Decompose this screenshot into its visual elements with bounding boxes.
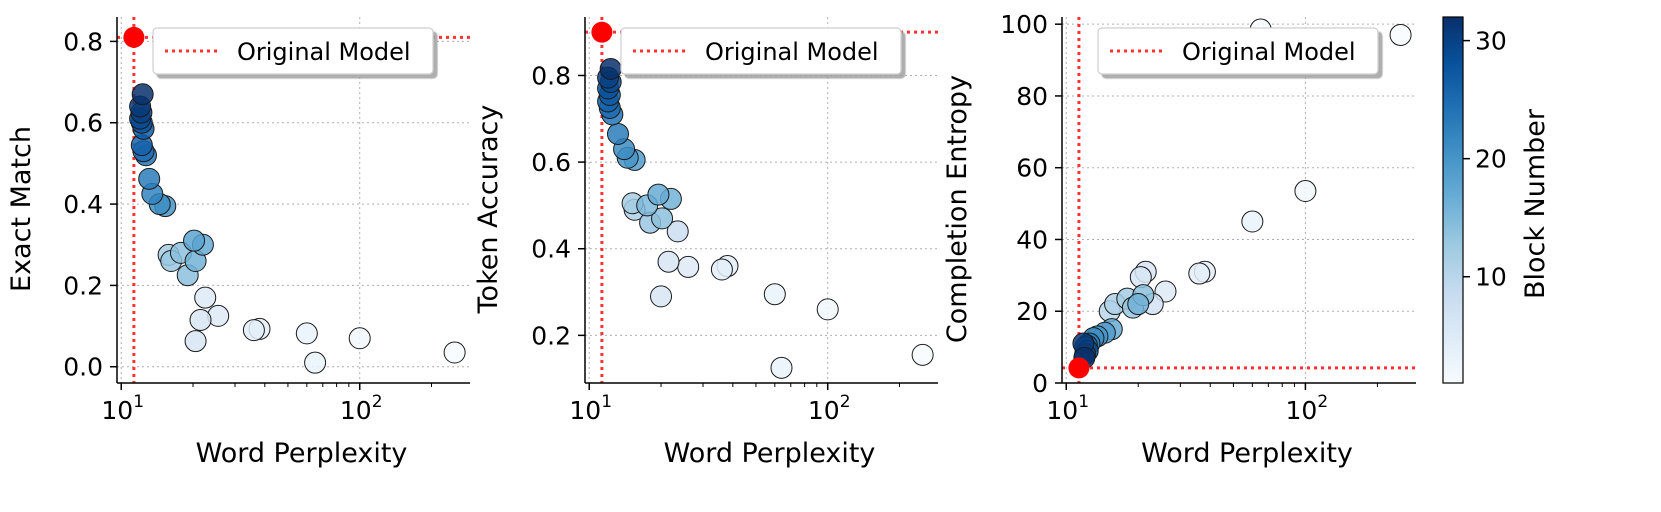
y-tick-label: 0.2	[63, 271, 103, 300]
colorbar-label: Block Number	[1520, 108, 1551, 299]
legend: Original Model	[620, 27, 902, 75]
colorbar: 10 20 30 Block Number	[1442, 16, 1551, 384]
data-point	[194, 286, 217, 309]
data-point	[1294, 180, 1317, 203]
data-point	[131, 83, 154, 106]
data-point	[138, 167, 161, 190]
x-axis-label: Word Perplexity	[1141, 438, 1353, 469]
legend-box	[152, 27, 434, 75]
original-model-point	[1068, 357, 1090, 379]
x-tick-label: 10	[340, 396, 372, 425]
x-tick-exponent: 1	[1078, 392, 1089, 412]
data-point	[348, 327, 371, 350]
x-axis-label: Word Perplexity	[664, 438, 876, 469]
colorbar-tick-label: 10	[1475, 263, 1507, 292]
colorbar-tick-label: 30	[1475, 27, 1507, 56]
x-tick-label: 10	[1286, 396, 1318, 425]
data-point	[443, 341, 466, 364]
y-tick-label: 0.4	[531, 235, 571, 264]
legend-box	[620, 27, 902, 75]
data-point	[1389, 23, 1412, 46]
data-point	[295, 322, 318, 345]
data-point	[189, 308, 212, 331]
y-tick-label: 0.8	[63, 27, 103, 56]
legend-box	[1097, 27, 1379, 75]
data-point	[1241, 210, 1264, 233]
y-tick-label: 40	[1016, 225, 1048, 254]
data-point	[911, 343, 934, 366]
y-axis-label: Completion Entropy	[942, 75, 973, 343]
data-point	[647, 183, 670, 206]
legend-label: Original Model	[705, 38, 879, 66]
legend: Original Model	[152, 27, 434, 75]
data-point	[816, 298, 839, 321]
original-model-point	[123, 26, 145, 48]
data-point	[1188, 262, 1211, 285]
legend-label: Original Model	[1182, 38, 1356, 66]
y-tick-label: 0.8	[531, 61, 571, 90]
x-tick-exponent: 1	[133, 392, 144, 412]
data-point	[650, 285, 673, 308]
legend-label: Original Model	[237, 38, 411, 66]
data-point	[599, 57, 622, 80]
x-tick-label: 10	[569, 396, 601, 425]
x-tick-exponent: 2	[1317, 392, 1328, 412]
data-point	[606, 122, 629, 145]
data-point	[1127, 293, 1150, 316]
x-axis-label: Word Perplexity	[196, 438, 408, 469]
y-tick-label: 0.2	[531, 321, 571, 350]
data-point	[304, 351, 327, 374]
data-point	[763, 283, 786, 306]
x-tick-label: 10	[1046, 396, 1078, 425]
y-axis-label: Exact Match	[6, 126, 37, 292]
colorbar-tick-label: 20	[1475, 145, 1507, 174]
data-point	[666, 220, 689, 243]
y-tick-label: 0.6	[63, 109, 103, 138]
y-tick-label: 0.0	[63, 353, 103, 382]
y-tick-label: 20	[1016, 297, 1048, 326]
x-tick-exponent: 2	[840, 392, 851, 412]
x-tick-exponent: 1	[601, 392, 612, 412]
colorbar-bar	[1442, 16, 1464, 384]
x-tick-exponent: 2	[372, 392, 383, 412]
data-point	[184, 330, 207, 353]
legend: Original Model	[1097, 27, 1379, 75]
y-tick-label: 0.6	[531, 148, 571, 177]
data-point	[657, 250, 680, 273]
data-point	[651, 207, 674, 230]
data-point	[710, 258, 733, 281]
y-tick-label: 0	[1032, 369, 1048, 398]
y-tick-label: 60	[1016, 154, 1048, 183]
x-tick-label: 10	[808, 396, 840, 425]
y-tick-label: 0.4	[63, 190, 103, 219]
x-tick-label: 10	[101, 396, 133, 425]
y-tick-label: 80	[1016, 82, 1048, 111]
data-point	[677, 255, 700, 278]
y-axis-label: Token Accuracy	[473, 105, 504, 315]
y-tick-label: 100	[1000, 10, 1048, 39]
original-model-point	[591, 21, 613, 43]
data-point	[770, 356, 793, 379]
data-point	[242, 319, 265, 342]
data-point	[183, 229, 206, 252]
